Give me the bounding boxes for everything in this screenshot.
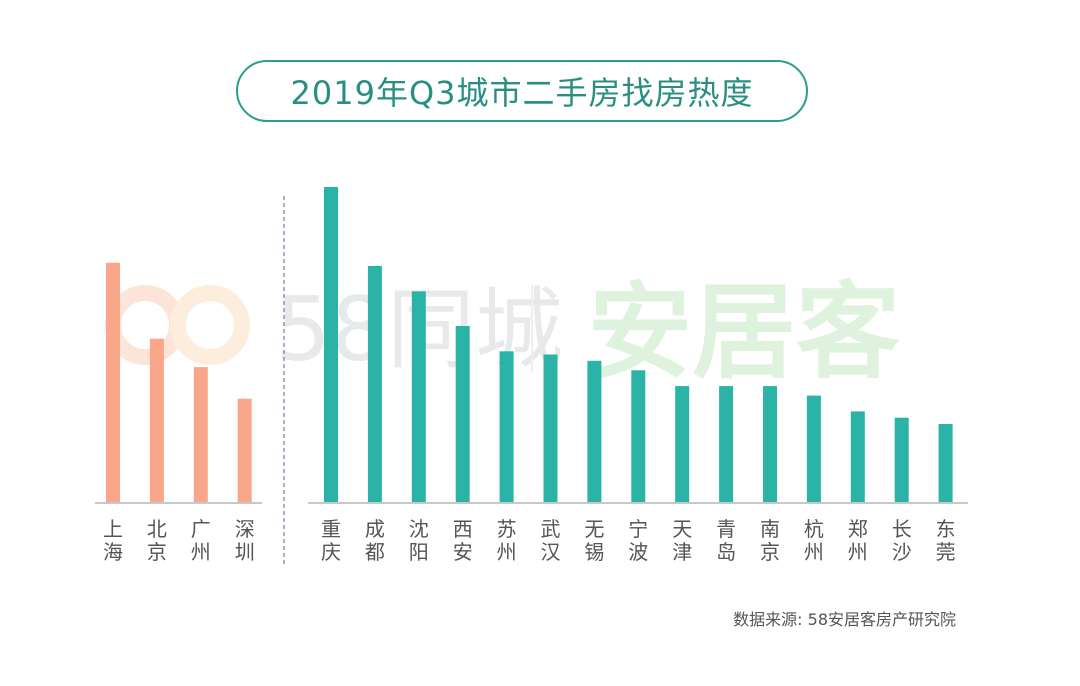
tick-label-南京: 南 (760, 517, 780, 541)
tick-label-南京-1: 京 (760, 540, 780, 564)
chart-title-pill: 2019年Q3城市二手房找房热度 (236, 60, 808, 122)
tick-label-重庆-1: 庆 (321, 540, 341, 564)
bar-宁波 (631, 370, 646, 503)
tick-label-宁波: 宁 (628, 517, 648, 541)
tick-label-天津: 天 (672, 517, 692, 541)
tick-label-广州-1: 州 (191, 540, 211, 564)
tick-label-北京: 北 (147, 517, 167, 541)
bar-上海 (106, 262, 120, 503)
tick-label-武汉: 武 (541, 517, 561, 541)
tick-label-郑州-1: 州 (848, 540, 868, 564)
tick-label-无锡: 无 (584, 517, 604, 541)
tick-label-深圳-1: 圳 (235, 540, 255, 564)
tick-label-深圳: 深 (235, 517, 255, 541)
tick-label-沈阳: 沈 (409, 517, 429, 541)
tick-label-长沙-1: 沙 (892, 540, 912, 564)
bar-苏州 (499, 351, 514, 503)
tick-label-上海: 上 (103, 517, 123, 541)
tick-label-东莞: 东 (936, 517, 956, 541)
bar-武汉 (543, 354, 558, 503)
tick-label-苏州-1: 州 (497, 540, 517, 564)
tick-label-郑州: 郑 (848, 517, 868, 541)
bar-西安 (455, 326, 470, 503)
bar-深圳 (237, 398, 252, 503)
tick-label-杭州-1: 州 (804, 540, 824, 564)
bar-东莞 (938, 424, 953, 503)
tick-label-武汉-1: 汉 (541, 540, 561, 564)
data-source: 数据来源: 58安居客房产研究院 (733, 610, 956, 629)
tick-label-青岛: 青 (716, 517, 736, 541)
bar-南京 (763, 386, 777, 503)
watermark-58-logo (105, 285, 250, 365)
tick-label-西安-1: 安 (453, 540, 473, 564)
bar-杭州 (806, 395, 821, 503)
axis-layer (95, 196, 968, 565)
tick-label-天津-1: 津 (672, 540, 692, 564)
chart-title: 2019年Q3城市二手房找房热度 (290, 74, 754, 112)
tick-label-成都: 成 (365, 517, 385, 541)
bar-郑州 (850, 411, 865, 503)
tick-label-长沙: 长 (892, 517, 912, 541)
tick-label-上海-1: 海 (103, 540, 123, 564)
bar-重庆 (324, 187, 338, 503)
tick-label-西安: 西 (453, 517, 473, 541)
bar-青岛 (719, 386, 734, 503)
tick-label-沈阳-1: 阳 (409, 540, 429, 564)
bar-广州 (193, 367, 208, 503)
bar-长沙 (894, 417, 909, 503)
tick-label-东莞-1: 莞 (936, 540, 956, 564)
bar-天津 (675, 386, 690, 503)
tick-label-广州: 广 (191, 517, 211, 541)
tick-label-苏州: 苏 (497, 517, 517, 541)
tick-label-宁波-1: 波 (628, 540, 648, 564)
bar-北京 (149, 338, 164, 503)
tick-label-重庆: 重 (321, 517, 341, 541)
bar-无锡 (587, 360, 602, 503)
tick-label-杭州: 杭 (804, 517, 824, 541)
tick-label-青岛-1: 岛 (716, 540, 736, 564)
tick-label-北京-1: 京 (147, 540, 167, 564)
tick-label-无锡-1: 锡 (584, 540, 604, 564)
bar-沈阳 (411, 291, 426, 503)
tick-label-成都-1: 都 (365, 540, 385, 564)
bar-layer (106, 187, 953, 503)
bar-成都 (367, 266, 382, 503)
